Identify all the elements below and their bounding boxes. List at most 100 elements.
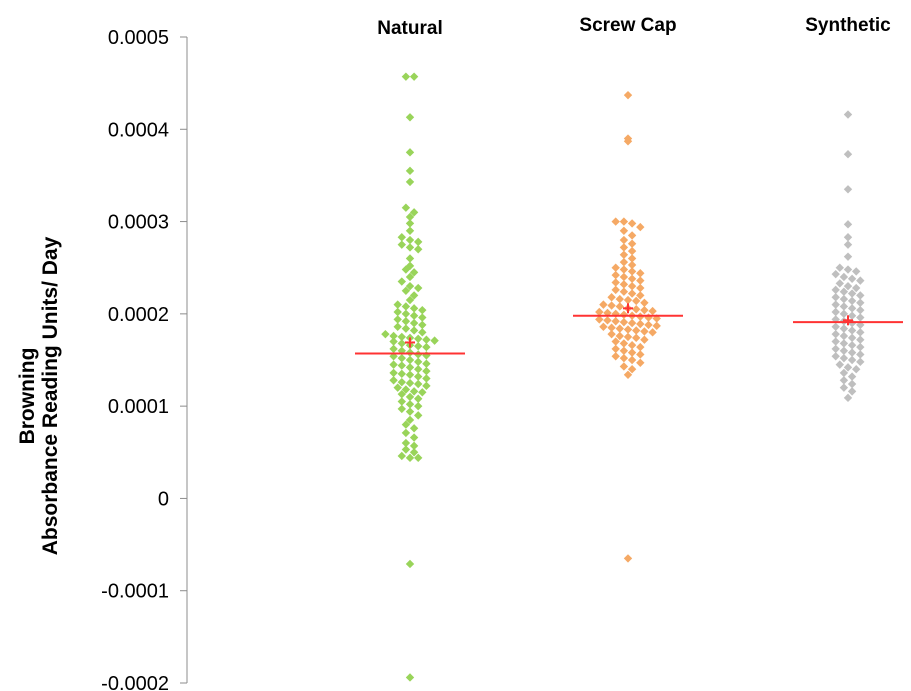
- data-point: [831, 322, 840, 331]
- data-point: [389, 337, 398, 346]
- data-point: [835, 360, 844, 369]
- data-point: [619, 257, 629, 267]
- data-point: [409, 208, 419, 217]
- data-point: [607, 293, 616, 302]
- data-point: [619, 339, 629, 348]
- data-point: [847, 387, 857, 396]
- data-point: [619, 280, 629, 289]
- data-point: [831, 300, 840, 309]
- data-point: [632, 326, 641, 335]
- data-point: [627, 348, 637, 357]
- data-point: [397, 339, 406, 348]
- data-point: [397, 397, 406, 406]
- data-point: [839, 346, 849, 355]
- data-point: [839, 272, 849, 282]
- data-point: [615, 331, 624, 341]
- data-point: [405, 212, 415, 222]
- data-point: [847, 289, 857, 298]
- data-point: [843, 393, 853, 403]
- data-point: [632, 296, 641, 306]
- data-point: [632, 333, 641, 343]
- data-point: [843, 185, 853, 194]
- data-point: [843, 281, 853, 291]
- data-point: [623, 325, 633, 334]
- data-point: [405, 407, 415, 416]
- data-point: [409, 318, 419, 328]
- data-point: [409, 291, 419, 300]
- data-point: [847, 348, 857, 357]
- data-point: [652, 321, 661, 331]
- data-point: [839, 383, 849, 392]
- data-point: [405, 113, 415, 122]
- data-point: [648, 306, 657, 316]
- data-point: [636, 283, 645, 293]
- data-point: [636, 342, 645, 352]
- data-point: [422, 366, 431, 376]
- data-point: [831, 307, 840, 317]
- data-point: [843, 220, 853, 229]
- data-point: [611, 309, 620, 319]
- data-point: [405, 226, 415, 235]
- data-point: [607, 323, 616, 332]
- data-point: [405, 254, 415, 263]
- data-point: [595, 307, 604, 317]
- data-point: [611, 352, 620, 361]
- data-point: [856, 328, 865, 337]
- plot-area: Natural Screw Cap Synthetic: [355, 15, 903, 682]
- data-point: [405, 295, 415, 305]
- data-point: [644, 320, 653, 330]
- data-point: [611, 317, 620, 326]
- data-point: [632, 305, 641, 314]
- data-point: [852, 365, 861, 374]
- data-point: [393, 307, 402, 317]
- data-point: [603, 316, 612, 325]
- data-point: [839, 331, 849, 341]
- data-point: [843, 233, 853, 242]
- data-point: [627, 281, 637, 291]
- data-point: [627, 289, 637, 298]
- data-point: [418, 313, 427, 322]
- data-point: [835, 279, 844, 288]
- data-point: [405, 673, 415, 682]
- y-tick-label: 0.0001: [108, 396, 169, 418]
- data-point: [418, 388, 427, 397]
- data-point: [619, 226, 629, 235]
- data-point: [852, 283, 861, 293]
- data-point: [405, 400, 415, 409]
- data-point: [397, 332, 406, 342]
- y-axis-title-line-2: Absorbance Reading Units/ Day: [39, 236, 62, 555]
- data-point: [619, 265, 629, 274]
- data-point: [397, 353, 406, 363]
- y-tick-label: 0.0002: [108, 304, 169, 326]
- data-point: [847, 379, 857, 389]
- data-point: [619, 235, 629, 245]
- data-point: [839, 368, 849, 378]
- data-point: [856, 298, 865, 307]
- data-point: [401, 317, 411, 326]
- data-point: [627, 231, 637, 240]
- data-point: [839, 353, 849, 363]
- data-point: [599, 322, 608, 331]
- data-point: [831, 344, 840, 354]
- data-point: [847, 326, 857, 335]
- data-point: [397, 277, 406, 286]
- data-point: [405, 243, 415, 252]
- data-point: [619, 362, 629, 371]
- data-point: [856, 320, 865, 330]
- data-point: [847, 296, 857, 306]
- data-point: [418, 328, 427, 337]
- data-point: [623, 332, 633, 342]
- group-natural: Natural: [355, 18, 465, 682]
- data-point: [627, 318, 637, 328]
- data-point: [640, 298, 649, 307]
- data-point: [839, 339, 849, 348]
- group-synthetic: Synthetic: [793, 15, 903, 403]
- data-point: [839, 376, 849, 385]
- data-point: [414, 411, 423, 420]
- group-label: Screw Cap: [579, 15, 676, 36]
- data-point: [389, 331, 398, 341]
- data-point: [627, 267, 637, 276]
- y-tick-label: 0.0004: [108, 119, 169, 141]
- data-point: [636, 319, 645, 329]
